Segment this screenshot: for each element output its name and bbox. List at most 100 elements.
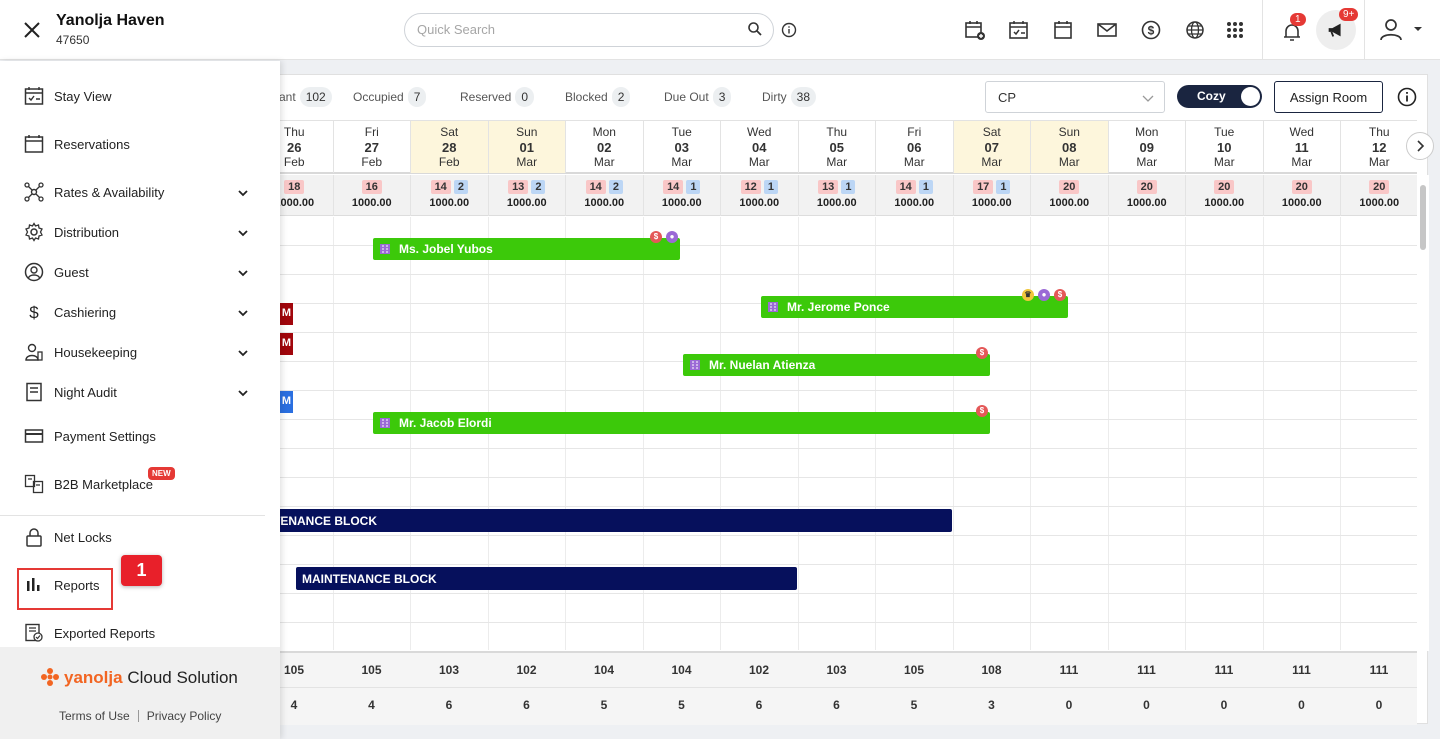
- date-column-header[interactable]: Mon 09 Mar: [1107, 121, 1186, 173]
- availability-cell[interactable]: 20 1000.00: [1340, 175, 1418, 216]
- scrollbar-thumb[interactable]: [1420, 185, 1426, 250]
- stat-blocked[interactable]: Blocked 2: [565, 87, 631, 107]
- grid-row-line: [255, 622, 1417, 623]
- availability-cell[interactable]: 13 1 1000.00: [797, 175, 876, 216]
- sidebar-item-cashiering[interactable]: $ Cashiering: [0, 294, 280, 334]
- sidebar-item-rates-availability[interactable]: Rates & Availability: [0, 174, 280, 214]
- date-month: Mar: [516, 155, 538, 169]
- search-icon[interactable]: [747, 21, 763, 37]
- dollar-circle-icon[interactable]: $: [1139, 18, 1163, 42]
- availability-cell[interactable]: 14 1 1000.00: [642, 175, 721, 216]
- totals-row-occupied: 4 4 6 6 5 5 6 6 5 3 0 0 0 0 0: [255, 688, 1417, 725]
- clipped-reservation-bar[interactable]: M: [280, 391, 293, 413]
- sidebar-item-net-locks[interactable]: Net Locks: [0, 519, 280, 559]
- stat-occupied[interactable]: Occupied 7: [353, 87, 427, 107]
- availability-cell[interactable]: 12 1 1000.00: [720, 175, 798, 216]
- footer-links: Terms of Use Privacy Policy: [59, 709, 221, 723]
- grid-scrollbar[interactable]: [1417, 175, 1429, 651]
- date-column-header[interactable]: Thu 12 Mar: [1340, 121, 1418, 173]
- availability-badges: 20: [1031, 180, 1108, 195]
- availability-cell[interactable]: 20 1000.00: [1185, 175, 1263, 216]
- exported-report-icon: [25, 623, 43, 642]
- maintenance-block-bar[interactable]: MAINTENANCE BLOCK: [296, 567, 797, 590]
- globe-icon[interactable]: [1183, 18, 1207, 42]
- availability-cell[interactable]: 18 1000.00: [255, 175, 333, 216]
- hotel-id: 47650: [56, 33, 90, 47]
- availability-cell[interactable]: 13 2 1000.00: [487, 175, 566, 216]
- date-column-header[interactable]: Tue 10 Mar: [1185, 121, 1263, 173]
- availability-cell[interactable]: 14 2 1000.00: [565, 175, 643, 216]
- reservation-bar[interactable]: Mr. Jerome Ponce: [761, 296, 1068, 318]
- reservation-bar[interactable]: Mr. Nuelan Atienza: [683, 354, 990, 376]
- sidebar-item-payment-settings[interactable]: Payment Settings: [0, 418, 280, 458]
- sidebar-item-label: Guest: [54, 265, 89, 280]
- date-day: 04: [752, 140, 767, 155]
- availability-cell[interactable]: 16 1000.00: [332, 175, 411, 216]
- grid-row-line: [255, 593, 1417, 594]
- date-column-header[interactable]: Tue 03 Mar: [642, 121, 721, 173]
- blocked-count-badge: 1: [763, 180, 778, 194]
- stat-due-out[interactable]: Due Out 3: [664, 87, 732, 107]
- calendar-check-icon[interactable]: [1007, 18, 1031, 42]
- reservation-grid: Mr. Lucy Cabaluna$Ms. Jobel Yubos$●Mr. J…: [255, 217, 1417, 650]
- calendar-add-icon[interactable]: [963, 18, 987, 42]
- date-column-header[interactable]: Fri 06 Mar: [875, 121, 953, 173]
- availability-cell[interactable]: 14 1 1000.00: [875, 175, 953, 216]
- mail-icon[interactable]: [1095, 18, 1119, 42]
- sidebar-item-guest[interactable]: Guest: [0, 254, 280, 294]
- info-icon[interactable]: [781, 22, 797, 38]
- availability-badges: 16: [334, 180, 411, 195]
- next-dates-button[interactable]: [1406, 132, 1434, 160]
- availability-cell[interactable]: 20 1000.00: [1262, 175, 1341, 216]
- sidebar-item-housekeeping[interactable]: Housekeeping: [0, 334, 280, 374]
- stat-reserved[interactable]: Reserved 0: [460, 87, 535, 107]
- sidebar-item-reports[interactable]: Reports: [0, 567, 280, 607]
- total-cell: 111: [1137, 663, 1156, 677]
- date-column-header[interactable]: Fri 27 Feb: [332, 121, 411, 173]
- date-column-header[interactable]: Wed 11 Mar: [1262, 121, 1341, 173]
- sidebar-item-distribution[interactable]: Distribution: [0, 214, 280, 254]
- availability-cell[interactable]: 14 2 1000.00: [410, 175, 488, 216]
- stat-vacant[interactable]: ant 102: [279, 87, 332, 107]
- rate-plan-select[interactable]: CP: [985, 81, 1165, 113]
- date-column-header[interactable]: Sat 28 Feb: [410, 121, 488, 173]
- date-column-header[interactable]: Thu 05 Mar: [797, 121, 876, 173]
- reservation-bar[interactable]: Ms. Jobel Yubos: [373, 238, 680, 260]
- assign-room-button[interactable]: Assign Room: [1274, 81, 1383, 113]
- search-input[interactable]: [417, 22, 737, 37]
- date-column-header[interactable]: Sun 01 Mar: [487, 121, 565, 173]
- apps-grid-icon[interactable]: [1223, 18, 1247, 42]
- cozy-view-toggle[interactable]: Cozy: [1177, 85, 1262, 108]
- privacy-link[interactable]: Privacy Policy: [146, 709, 222, 723]
- close-menu-button[interactable]: [18, 16, 46, 44]
- user-menu-button[interactable]: [1378, 16, 1428, 44]
- total-cell: 105: [361, 663, 382, 677]
- sidebar-item-night-audit[interactable]: Night Audit: [0, 374, 280, 414]
- maintenance-block-bar[interactable]: INTENANCE BLOCK: [255, 509, 952, 532]
- sidebar-item-stay-view[interactable]: Stay View: [0, 78, 280, 118]
- sidebar-item-exported-reports[interactable]: Exported Reports: [0, 615, 280, 655]
- total-cell: 6: [445, 698, 453, 712]
- stay-view-panel: ant 102 Occupied 7 Reserved 0 Blocked 2 Due …: [0, 74, 1429, 725]
- availability-cell[interactable]: 17 1 1000.00: [952, 175, 1031, 216]
- calendar-icon[interactable]: [1051, 18, 1075, 42]
- date-column-header[interactable]: Mon 02 Mar: [565, 121, 643, 173]
- terms-link[interactable]: Terms of Use: [59, 709, 130, 723]
- clipped-reservation-bar[interactable]: M: [280, 333, 293, 355]
- sidebar-item-reservations[interactable]: Reservations: [0, 126, 280, 166]
- date-column-header[interactable]: Wed 04 Mar: [720, 121, 798, 173]
- clipped-reservation-bar[interactable]: M: [280, 303, 293, 325]
- date-dow: Sun: [1058, 125, 1080, 139]
- grid-row-line: [255, 448, 1417, 449]
- availability-cell[interactable]: 20 1000.00: [1107, 175, 1186, 216]
- reservation-bar[interactable]: Mr. Jacob Elordi: [373, 412, 990, 434]
- availability-cell[interactable]: 20 1000.00: [1030, 175, 1108, 216]
- date-column-header[interactable]: Sat 07 Mar: [952, 121, 1030, 173]
- sidebar-item-b2b-marketplace[interactable]: B2B Marketplace: [0, 466, 280, 506]
- housekeeper-icon: [25, 343, 43, 361]
- total-cell: 0: [1143, 698, 1150, 712]
- info-icon[interactable]: [1397, 87, 1417, 107]
- date-column-header[interactable]: Sun 08 Mar: [1030, 121, 1108, 173]
- date-month: Mar: [1136, 155, 1158, 169]
- stat-dirty[interactable]: Dirty 38: [762, 87, 817, 107]
